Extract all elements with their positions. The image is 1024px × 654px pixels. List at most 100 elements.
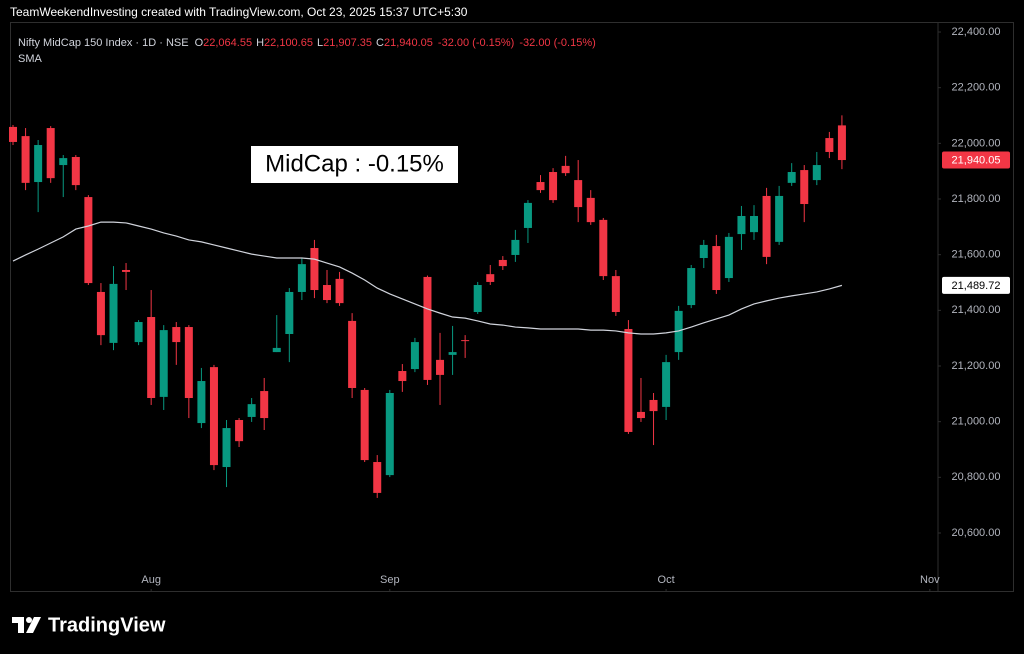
candle-body [172, 327, 181, 343]
candle-body [71, 156, 80, 186]
logo-mark [26, 617, 41, 633]
candle-body [335, 278, 344, 304]
candle-body [561, 165, 570, 174]
candle-body [297, 264, 306, 292]
candle-body [197, 381, 206, 424]
y-tick-label: 21,600.00 [952, 249, 1001, 261]
y-tick-label: 21,400.00 [952, 304, 1001, 316]
candle-body [574, 180, 583, 208]
legend-change: -32.00 (-0.15%) [519, 37, 595, 49]
candle-body [787, 172, 796, 183]
sma-last-label: 21,489.72 [952, 280, 1001, 292]
legend-value: 21,940.05 [384, 37, 433, 49]
candle-body [662, 362, 671, 407]
annotation-box [251, 146, 458, 183]
candle-body [724, 236, 733, 279]
plot-area [9, 115, 846, 498]
candle-body [762, 195, 771, 257]
candle-body [423, 276, 432, 380]
candle-body [348, 320, 357, 388]
candle-body [511, 239, 520, 255]
candle-body [109, 283, 118, 343]
chart-panel [10, 22, 1014, 592]
y-tick-label: 21,800.00 [952, 193, 1001, 205]
candle-body [21, 136, 30, 183]
candle-body [473, 285, 482, 313]
candle-body [486, 274, 495, 282]
candle-body [398, 371, 407, 382]
candle-body [636, 411, 645, 419]
annotation: MidCap : -0.15% [265, 150, 444, 177]
candle-body [436, 359, 445, 375]
candle-body [122, 269, 131, 272]
legend: Nifty MidCap 150 Index · 1D · NSE O22,064… [18, 37, 596, 49]
attribution: TeamWeekendInvesting created with Tradin… [10, 5, 468, 19]
legend-key: L [317, 37, 323, 49]
legend-value: 22,100.65 [264, 37, 313, 49]
legend-change: -32.00 (-0.15%) [438, 37, 514, 49]
legend-key: H [256, 37, 264, 49]
candle-body [750, 215, 759, 233]
candle-body [448, 352, 457, 355]
candle-body [159, 330, 168, 397]
sma-last-tag [942, 276, 1010, 294]
candle-body [235, 419, 244, 442]
candle-body [360, 389, 369, 461]
y-tick-label: 22,200.00 [952, 82, 1001, 94]
candle-body [34, 145, 43, 183]
legend-value: 22,064.55 [203, 37, 252, 49]
legend-title: Nifty MidCap 150 Index · 1D · NSE [18, 37, 189, 49]
candle-body [134, 322, 143, 343]
candle-body [59, 158, 68, 166]
candle-body [712, 246, 721, 291]
y-tick-label: 20,600.00 [952, 527, 1001, 539]
last-price-tag [942, 151, 1010, 169]
candle-body [536, 182, 545, 191]
candle-body [825, 138, 834, 152]
y-tick-label: 22,000.00 [952, 137, 1001, 149]
candle-body [812, 165, 821, 181]
candle-body [523, 202, 532, 228]
candle-body [46, 128, 55, 179]
brand: TradingView [48, 614, 166, 636]
y-tick-label: 21,200.00 [952, 360, 1001, 372]
x-tick-label: Aug [141, 574, 161, 586]
candle-body [800, 170, 809, 205]
candle-body [373, 462, 382, 493]
x-tick-label: Oct [658, 574, 675, 586]
candle-body [260, 391, 269, 419]
x-tick-label: Sep [380, 574, 400, 586]
candle-body [385, 393, 394, 476]
indicator-label: SMA [18, 53, 43, 65]
candle-body [837, 125, 846, 161]
candle-body [611, 276, 620, 313]
y-tick-label: 21,000.00 [952, 416, 1001, 428]
last-price-label: 21,940.05 [952, 154, 1001, 166]
brand-logo [12, 617, 41, 633]
sma-line [12, 221, 843, 335]
legend-key: O [195, 37, 204, 49]
candle-body [498, 259, 507, 267]
candle-body [322, 285, 331, 301]
candle-body [737, 215, 746, 235]
candle-body [599, 219, 608, 277]
candle-body [687, 268, 696, 306]
logo-mark [12, 617, 24, 633]
candle-body [285, 291, 294, 334]
candle-body [247, 404, 256, 417]
candle-body [147, 317, 156, 399]
x-tick-label: Nov [920, 574, 940, 586]
y-tick-label: 20,800.00 [952, 471, 1001, 483]
candle-body [222, 428, 231, 468]
candle-body [272, 347, 281, 353]
legend-value: 21,907.35 [323, 37, 372, 49]
candle-body [461, 340, 470, 342]
candle-body [775, 195, 784, 242]
candle-body [209, 367, 218, 466]
legend-key: C [376, 37, 384, 49]
logo-mark [26, 617, 32, 623]
y-tick-label: 22,400.00 [952, 26, 1001, 38]
candle-body [699, 244, 708, 259]
candle-body [649, 399, 658, 412]
